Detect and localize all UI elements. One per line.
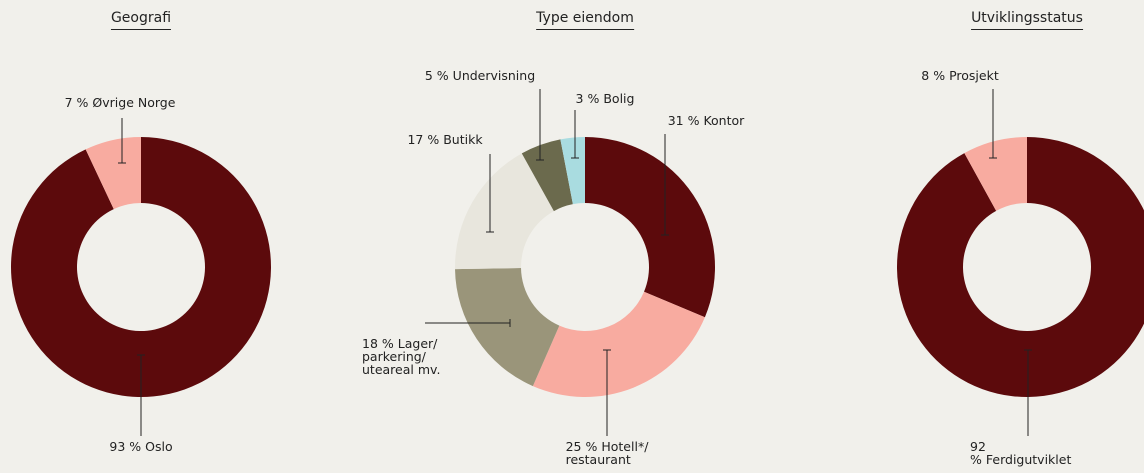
donut-slice [455,153,554,270]
slice-category: Lager/ parkering/ uteareal mv. [362,336,441,377]
slice-label: 7 % Øvrige Norge [65,96,176,109]
donut-slice [897,137,1144,397]
slice-category: Kontor [703,113,745,128]
slice-label: 25 % Hotell*/ restaurant [566,440,649,466]
donut-slice [521,139,573,212]
slice-category: Undervisning [452,68,536,83]
slice-value-label: 18 % [362,336,394,351]
slice-category: Bolig [603,91,635,106]
donut-slice [532,291,705,397]
slice-value-label: 17 % [407,132,440,147]
slice-label: 3 % Bolig [576,92,635,105]
slice-category: Ferdigutviklet [985,452,1072,467]
slice-category: Butikk [443,132,483,147]
slice-label: 8 % Prosjekt [921,69,998,82]
slice-value-label: 5 % [424,68,449,83]
chart-title: Geografi [110,10,172,30]
slice-category: Øvrige Norge [92,95,176,110]
donut-slice [964,137,1027,211]
slice-value-label: 7 % [64,95,89,110]
slice-category: Oslo [145,439,173,454]
slice-label: 17 % Butikk [407,133,482,146]
donut-slice [10,137,271,397]
slice-label: 93 % Oslo [109,440,172,453]
slice-value-label: 93 % [109,439,142,454]
slice-value-label: 31 % [667,113,700,128]
slice-value-label: 8 % [921,68,946,83]
slice-value-label: 25 % [565,439,598,454]
donut-slice [85,137,141,210]
slice-label: 92 % Ferdigutviklet [970,440,1086,466]
slice-category: Hotell*/ restaurant [565,439,649,467]
chart-title: Type eiendom [536,10,634,30]
slice-category: Prosjekt [949,68,999,83]
slice-value-label: 3 % [575,91,600,106]
slice-label: 5 % Undervisning [425,69,535,82]
slice-label: 18 % Lager/ parkering/ uteareal mv. [362,337,440,376]
donut-slice [585,137,715,318]
slice-label: 31 % Kontor [668,114,745,127]
donut-slice [560,137,585,205]
chart-title: Utviklingsstatus [971,10,1083,30]
donut-slice [455,268,560,387]
slice-value-label: 92 % [970,439,986,467]
